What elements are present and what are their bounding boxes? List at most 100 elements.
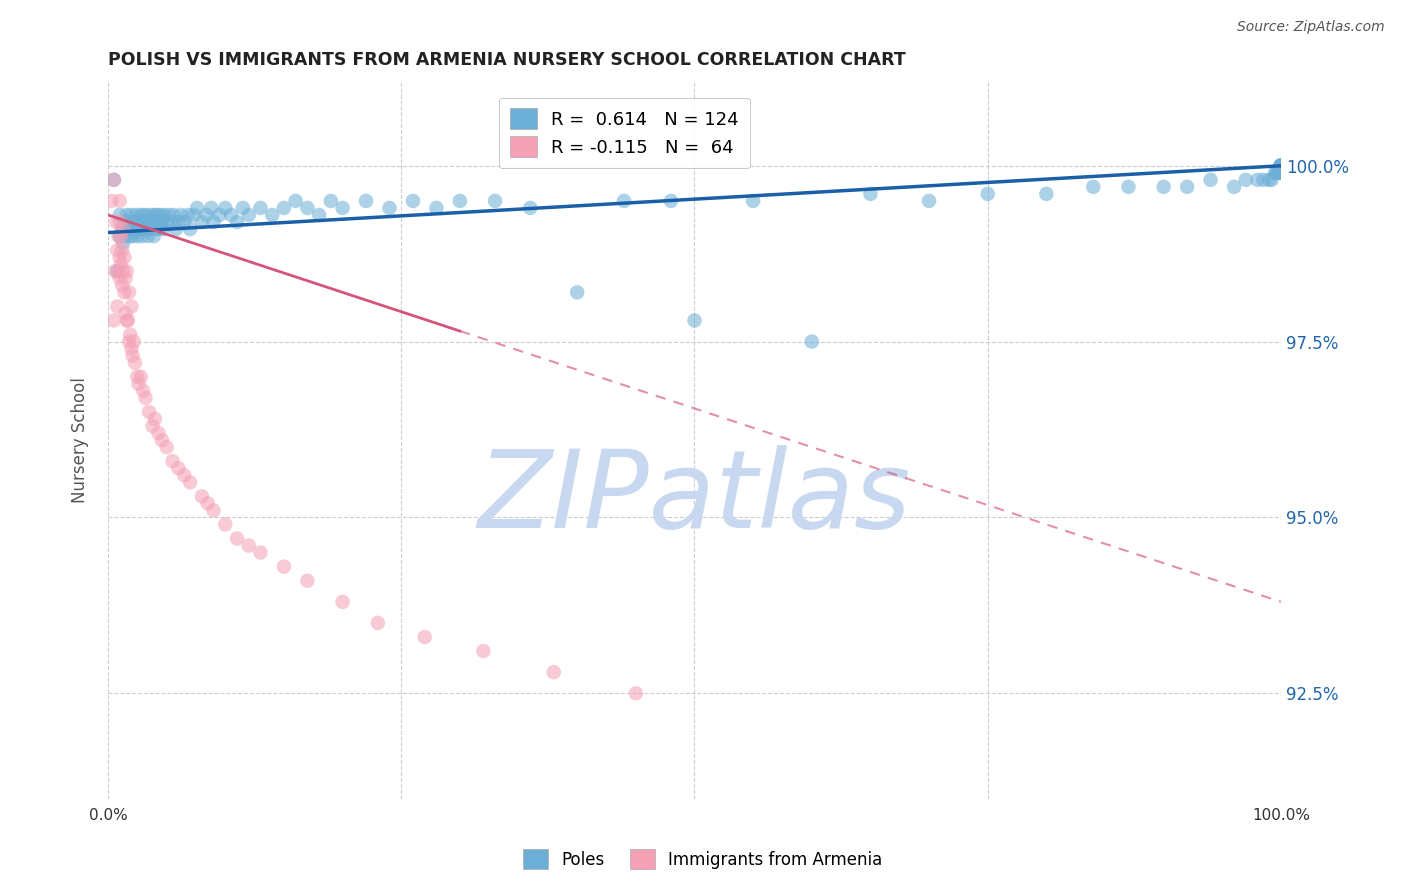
Point [111, 222, 134, 236]
Point [332, 201, 354, 215]
Point [413, 630, 436, 644]
Point [1199, 173, 1222, 187]
Point [1265, 166, 1288, 180]
Point [132, 208, 155, 222]
Point [125, 208, 148, 222]
Point [114, 271, 136, 285]
Point [108, 215, 131, 229]
Point [197, 496, 219, 510]
Point [226, 532, 249, 546]
Point [1270, 159, 1292, 173]
Point [118, 285, 141, 300]
Point [262, 208, 284, 222]
Point [1253, 173, 1275, 187]
Point [177, 208, 200, 222]
Point [1270, 159, 1292, 173]
Point [149, 215, 172, 229]
Point [1270, 159, 1292, 173]
Point [150, 433, 173, 447]
Point [202, 215, 225, 229]
Point [120, 300, 142, 314]
Point [1270, 159, 1292, 173]
Point [108, 250, 131, 264]
Point [121, 349, 143, 363]
Point [977, 186, 1000, 201]
Point [354, 194, 377, 208]
Point [148, 222, 170, 236]
Point [162, 454, 184, 468]
Point [127, 376, 149, 391]
Text: Source: ZipAtlas.com: Source: ZipAtlas.com [1237, 20, 1385, 34]
Text: POLISH VS IMMIGRANTS FROM ARMENIA NURSERY SCHOOL CORRELATION CHART: POLISH VS IMMIGRANTS FROM ARMENIA NURSER… [108, 51, 905, 69]
Point [683, 313, 706, 327]
Point [1258, 173, 1281, 187]
Legend: Poles, Immigrants from Armenia: Poles, Immigrants from Armenia [517, 843, 889, 875]
Point [100, 194, 122, 208]
Point [115, 313, 138, 327]
Point [111, 278, 134, 293]
Point [170, 208, 193, 222]
Point [208, 208, 231, 222]
Point [129, 369, 152, 384]
Point [121, 229, 143, 244]
Point [1264, 166, 1286, 180]
Point [1234, 173, 1257, 187]
Point [107, 229, 129, 244]
Point [112, 222, 135, 236]
Point [297, 574, 319, 588]
Point [273, 201, 295, 215]
Point [124, 356, 146, 370]
Point [273, 559, 295, 574]
Point [142, 229, 165, 244]
Point [742, 194, 765, 208]
Point [214, 517, 236, 532]
Point [120, 208, 142, 222]
Point [104, 264, 127, 278]
Point [117, 222, 139, 236]
Point [127, 369, 149, 384]
Point [141, 208, 163, 222]
Point [112, 236, 135, 251]
Point [297, 201, 319, 215]
Point [1270, 159, 1292, 173]
Point [1270, 159, 1292, 173]
Point [120, 342, 142, 356]
Point [613, 194, 636, 208]
Point [1083, 179, 1105, 194]
Point [103, 313, 125, 327]
Point [1223, 179, 1246, 194]
Point [367, 615, 389, 630]
Point [308, 208, 330, 222]
Point [332, 595, 354, 609]
Point [191, 215, 214, 229]
Point [135, 208, 157, 222]
Point [118, 334, 141, 349]
Point [160, 215, 183, 229]
Point [1260, 173, 1282, 187]
Point [238, 208, 260, 222]
Point [122, 215, 145, 229]
Point [1270, 159, 1292, 173]
Point [143, 208, 166, 222]
Point [105, 264, 128, 278]
Point [1118, 179, 1140, 194]
Point [115, 208, 138, 222]
Point [122, 334, 145, 349]
Point [134, 215, 156, 229]
Point [124, 222, 146, 236]
Point [1267, 166, 1289, 180]
Point [115, 264, 138, 278]
Text: ZIPatlas: ZIPatlas [478, 445, 911, 550]
Point [103, 173, 125, 187]
Point [859, 186, 882, 201]
Point [131, 229, 153, 244]
Point [472, 644, 495, 658]
Point [449, 194, 471, 208]
Point [163, 208, 186, 222]
Point [146, 208, 169, 222]
Point [1270, 159, 1292, 173]
Point [118, 215, 141, 229]
Point [519, 201, 541, 215]
Point [152, 222, 174, 236]
Point [1270, 159, 1292, 173]
